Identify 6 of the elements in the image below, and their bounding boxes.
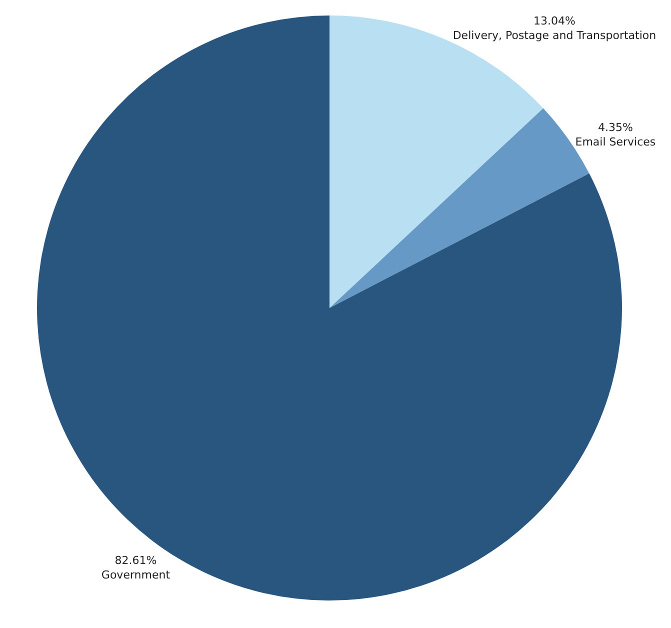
slice-label: Government bbox=[101, 568, 171, 582]
data-label: 82.61% bbox=[114, 554, 157, 568]
slice-label: Email Services bbox=[575, 135, 656, 148]
slice-label: Delivery, Postage and Transportation bbox=[452, 28, 656, 42]
data-label: 13.04% bbox=[533, 14, 576, 28]
data-label: 4.35% bbox=[598, 121, 633, 134]
